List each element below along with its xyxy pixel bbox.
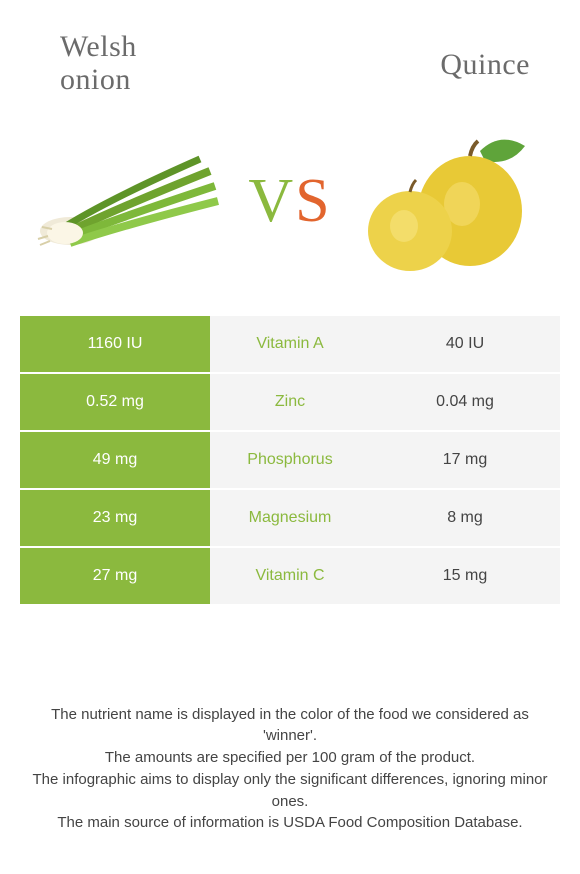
- footer-notes: The nutrient name is displayed in the co…: [20, 674, 560, 845]
- nutrient-row: 1160 IUVitamin A40 IU: [20, 316, 560, 372]
- nutrient-row: 27 mgVitamin C15 mg: [20, 548, 560, 604]
- right-value: 0.04 mg: [370, 374, 560, 430]
- nutrient-name: Phosphorus: [210, 432, 370, 488]
- nutrient-name: Vitamin C: [210, 548, 370, 604]
- nutrient-row: 23 mgMagnesium8 mg: [20, 490, 560, 546]
- nutrient-row: 49 mgPhosphorus17 mg: [20, 432, 560, 488]
- right-value: 8 mg: [370, 490, 560, 546]
- left-value: 23 mg: [20, 490, 210, 546]
- nutrient-name: Zinc: [210, 374, 370, 430]
- nutrient-name: Magnesium: [210, 490, 370, 546]
- footer-line-2: The amounts are specified per 100 gram o…: [30, 747, 550, 769]
- nutrient-table: 1160 IUVitamin A40 IU0.52 mgZinc0.04 mg4…: [20, 316, 560, 606]
- vs-s: S: [295, 167, 331, 235]
- left-value: 1160 IU: [20, 316, 210, 372]
- footer-line-4: The main source of information is USDA F…: [30, 812, 550, 834]
- left-food-title-line1: Welsh: [60, 30, 137, 63]
- left-value: 0.52 mg: [20, 374, 210, 430]
- left-food-title-line2: onion: [60, 63, 131, 96]
- left-value: 49 mg: [20, 432, 210, 488]
- right-food-title: Quince: [440, 48, 530, 81]
- footer-line-3: The infographic aims to display only the…: [30, 769, 550, 813]
- vs-label: VS: [248, 166, 331, 237]
- left-food-title: Welsh onion: [60, 30, 137, 96]
- right-food-image: [340, 126, 550, 276]
- nutrient-row: 0.52 mgZinc0.04 mg: [20, 374, 560, 430]
- nutrient-name: Vitamin A: [210, 316, 370, 372]
- left-food-image: [30, 126, 240, 276]
- images-row: VS: [20, 106, 560, 316]
- right-value: 40 IU: [370, 316, 560, 372]
- right-value: 15 mg: [370, 548, 560, 604]
- header: Welsh onion Quince: [20, 20, 560, 106]
- vs-v: V: [248, 167, 295, 235]
- right-value: 17 mg: [370, 432, 560, 488]
- footer-line-1: The nutrient name is displayed in the co…: [30, 704, 550, 748]
- infographic-container: Welsh onion Quince VS: [0, 0, 580, 874]
- left-value: 27 mg: [20, 548, 210, 604]
